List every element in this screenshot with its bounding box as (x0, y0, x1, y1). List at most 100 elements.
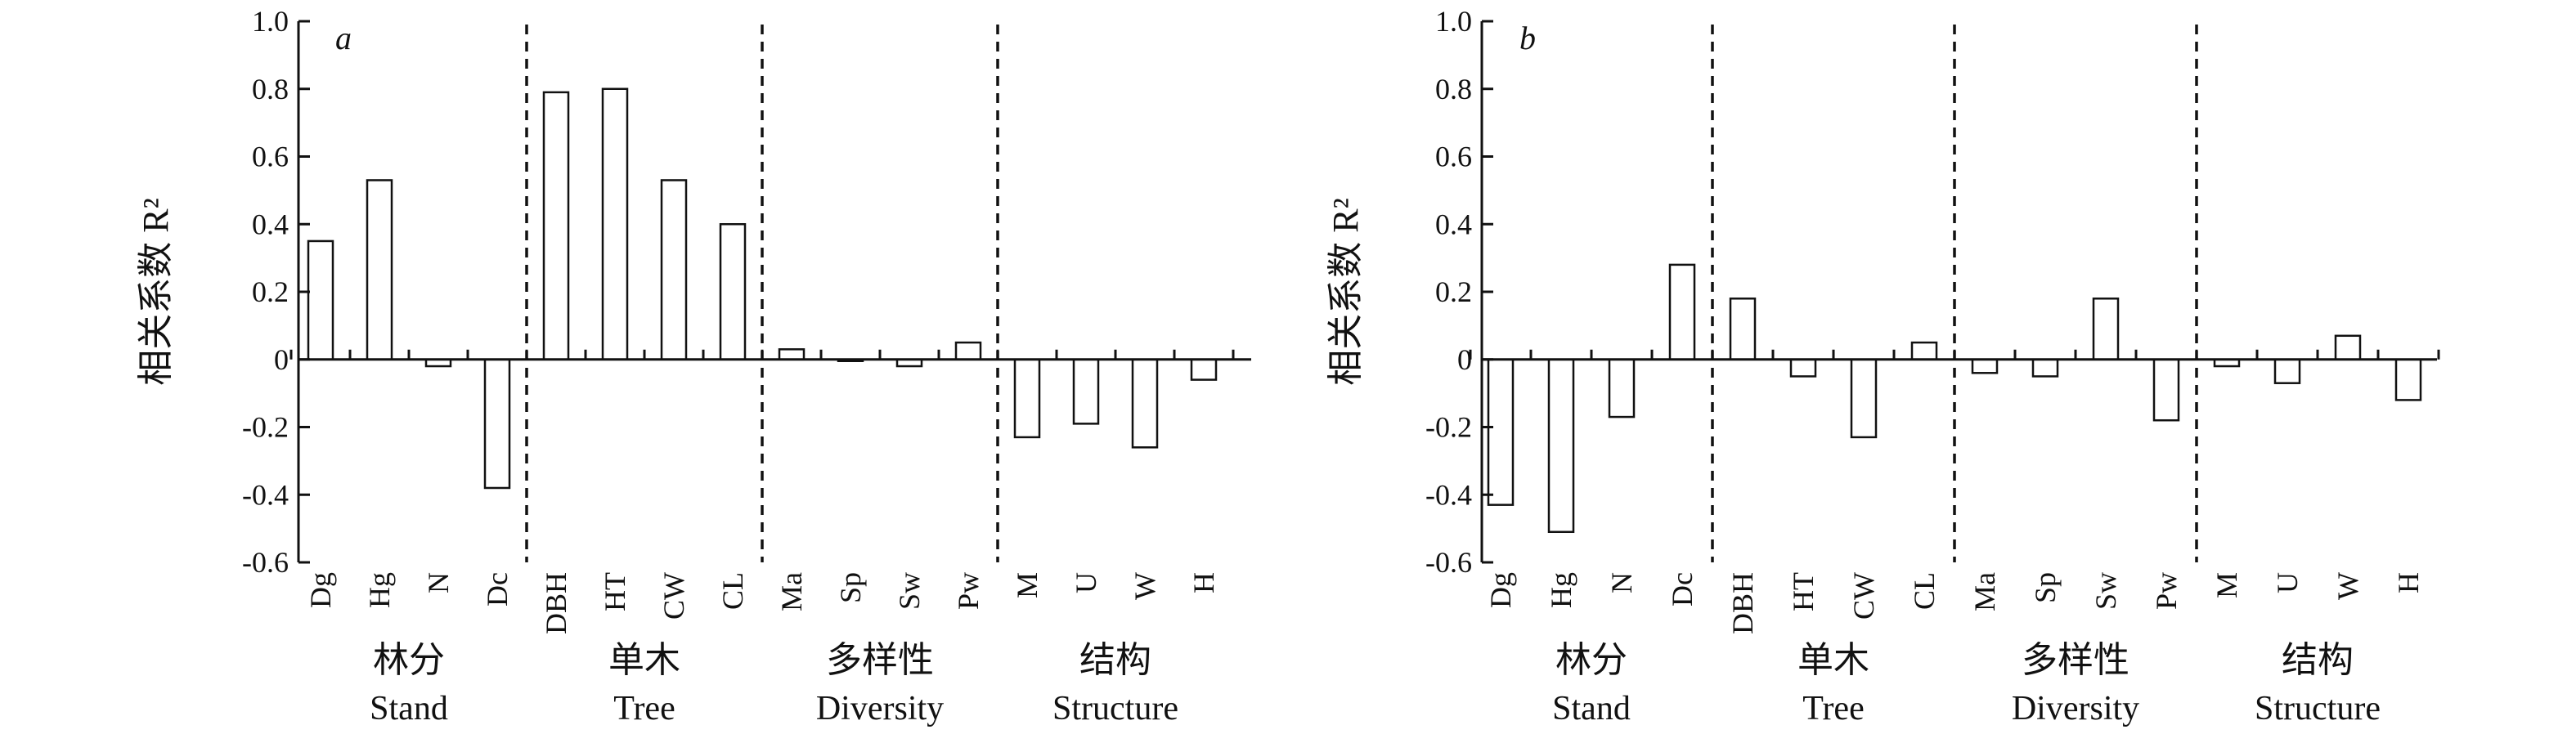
bar-cl (1910, 341, 1938, 360)
y-tick-label: 0 (1457, 343, 1472, 376)
bar-dc (1668, 263, 1696, 360)
category-label-n: N (1605, 572, 1638, 593)
bar-h (1190, 358, 1218, 381)
bar-hg (1547, 358, 1575, 534)
bar-w (2334, 334, 2362, 361)
group-label-cn: 林分 (1555, 640, 1627, 680)
y-axis-title: 相关系数 R² (1326, 198, 1366, 386)
category-label-sw: Sw (893, 572, 926, 610)
y-tick-label: 0.4 (252, 208, 289, 240)
y-tick-label: 0.4 (1435, 208, 1472, 240)
y-tick-label: 0.8 (1435, 73, 1472, 105)
group-label-cn: 多样性 (826, 640, 934, 680)
group-label-en: Stand (1552, 690, 1631, 727)
group-label-cn: 林分 (373, 640, 445, 680)
bar-dbh (542, 91, 570, 360)
category-label-cw: CW (657, 572, 690, 620)
y-tick-label: 1.0 (1435, 5, 1472, 38)
category-label-ht: HT (599, 572, 631, 611)
y-tick-label: 1.0 (252, 5, 289, 38)
category-label-dg: Dg (304, 572, 337, 608)
bar-sp (2031, 358, 2059, 378)
group-label-cn: 单木 (608, 640, 680, 680)
y-tick-label: 0 (274, 343, 289, 376)
y-axis-title: 相关系数 R² (136, 198, 176, 386)
category-label-cl: CL (716, 572, 749, 610)
category-label-m: M (2210, 572, 2243, 598)
group-label-cn: 单木 (1797, 640, 1869, 680)
category-label-w: W (2331, 572, 2364, 600)
bar-n (1608, 358, 1636, 418)
bar-ht (1789, 358, 1817, 378)
y-tick-label: -0.4 (1425, 478, 1472, 511)
category-label-h: H (2392, 572, 2425, 593)
category-label-ma: Ma (1968, 572, 2001, 611)
bar-hg (366, 179, 393, 360)
category-label-n: N (422, 572, 455, 593)
y-tick-label: -0.4 (242, 478, 289, 511)
group-label-en: Tree (1802, 690, 1864, 727)
bar-sw (2092, 298, 2120, 360)
group-label-cn: 结构 (2282, 640, 2354, 680)
group-label-en: Diversity (816, 690, 944, 727)
y-tick-label: 0.8 (252, 73, 289, 105)
category-label-hg: Hg (1545, 572, 1577, 608)
group-label-en: Diversity (2012, 690, 2139, 727)
bar-w (1131, 358, 1159, 449)
bar-pw (2152, 358, 2180, 422)
category-label-ma: Ma (775, 572, 808, 611)
category-label-hg: Hg (363, 572, 396, 608)
category-label-dbh: DBH (540, 572, 572, 634)
bar-dbh (1729, 298, 1757, 360)
group-label-cn: 结构 (1079, 640, 1151, 680)
y-tick-label: -0.6 (242, 546, 289, 579)
category-label-dc: Dc (1666, 572, 1699, 606)
y-tick-label: -0.6 (1425, 546, 1472, 579)
bar-cw (660, 179, 688, 360)
bar-cl (719, 223, 747, 360)
category-label-cw: CW (1847, 572, 1880, 620)
category-label-pw: Pw (952, 572, 985, 610)
category-label-u: U (1070, 572, 1102, 593)
bar-u (1072, 358, 1100, 425)
bar-dc (483, 358, 511, 490)
category-label-pw: Pw (2150, 572, 2183, 610)
y-tick-label: 0.2 (1435, 275, 1472, 308)
group-label-en: Structure (1052, 690, 1178, 727)
panel-b-chart: 1.00.80.60.40.20-0.2-0.4-0.6Dg Hg N Dc DBH HT… (1326, 5, 2440, 727)
category-label-m: M (1011, 572, 1043, 598)
category-label-sw: Sw (2089, 572, 2122, 610)
bar-ma (1971, 358, 1999, 374)
category-label-dbh: DBH (1726, 572, 1759, 634)
category-label-sp: Sp (2029, 572, 2062, 603)
bar-cw (1850, 358, 1878, 439)
category-label-w: W (1129, 572, 1161, 600)
group-label-en: Structure (2255, 690, 2381, 727)
group-label-en: Tree (613, 690, 675, 727)
group-label-cn: 多样性 (2022, 640, 2129, 680)
panel-label: b (1519, 20, 1536, 56)
bar-ma (778, 348, 806, 360)
category-label-ht: HT (1787, 572, 1820, 611)
bar-h (2394, 358, 2422, 401)
y-tick-label: -0.2 (242, 411, 289, 444)
category-label-u: U (2271, 572, 2304, 593)
category-label-dg: Dg (1484, 572, 1517, 608)
bar-pw (954, 341, 982, 360)
panel-a-chart: 1.00.80.60.40.20-0.2-0.4-0.6Dg Hg N Dc DBH HT… (136, 5, 1251, 727)
category-label-cl: CL (1908, 572, 1941, 610)
bar-dg (307, 239, 334, 360)
y-tick-label: 0.6 (1435, 141, 1472, 173)
category-label-h: H (1187, 572, 1220, 593)
bar-ht (601, 87, 629, 360)
y-tick-label: -0.2 (1425, 411, 1472, 444)
bar-dg (1487, 358, 1515, 506)
bar-u (2273, 358, 2301, 384)
category-label-sp: Sp (834, 572, 867, 603)
category-label-dc: Dc (481, 572, 514, 606)
bar-m (1013, 358, 1041, 439)
y-tick-label: 0.2 (252, 275, 289, 308)
group-label-en: Stand (370, 690, 448, 727)
y-tick-label: 0.6 (252, 141, 289, 173)
